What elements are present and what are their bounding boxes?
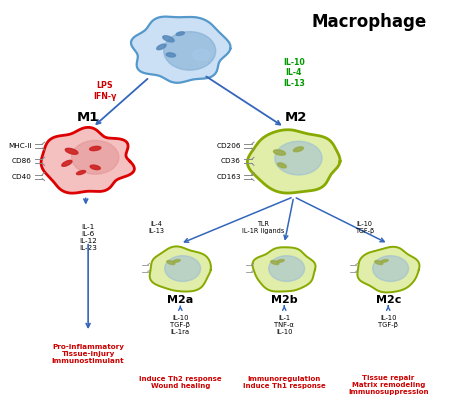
Ellipse shape	[163, 36, 174, 42]
Text: Macrophage: Macrophage	[312, 13, 427, 31]
Ellipse shape	[373, 256, 409, 281]
Text: M1: M1	[77, 111, 100, 125]
Ellipse shape	[167, 261, 175, 264]
Ellipse shape	[269, 256, 305, 281]
Text: IL-4
IL-13: IL-4 IL-13	[149, 221, 164, 234]
Ellipse shape	[65, 148, 78, 154]
Text: M2b: M2b	[271, 295, 298, 305]
Text: IL-10
TGF-β: IL-10 TGF-β	[355, 221, 374, 234]
Polygon shape	[357, 247, 419, 293]
Text: Induce Th2 response
Wound healing: Induce Th2 response Wound healing	[139, 376, 222, 389]
Ellipse shape	[293, 147, 303, 152]
Ellipse shape	[277, 260, 284, 262]
Text: LPS
IFN-γ: LPS IFN-γ	[93, 81, 116, 101]
Ellipse shape	[277, 163, 286, 168]
Ellipse shape	[381, 260, 388, 262]
Text: Tissue repair
Matrix remodeling
Immunosuppression: Tissue repair Matrix remodeling Immunosu…	[348, 375, 428, 395]
Text: IL-10
IL-4
IL-13: IL-10 IL-4 IL-13	[283, 58, 305, 88]
Text: CD36: CD36	[221, 158, 241, 164]
Ellipse shape	[273, 150, 285, 155]
Ellipse shape	[173, 260, 180, 262]
Ellipse shape	[164, 31, 216, 70]
Text: M2: M2	[285, 111, 307, 125]
Text: M2a: M2a	[167, 295, 193, 305]
Text: CD40: CD40	[11, 174, 31, 180]
Ellipse shape	[157, 44, 166, 50]
Ellipse shape	[375, 261, 383, 264]
Ellipse shape	[275, 141, 322, 175]
Text: CD206: CD206	[216, 143, 241, 149]
Text: IL-1
TNF-α
IL-10: IL-1 TNF-α IL-10	[274, 315, 294, 335]
Ellipse shape	[271, 261, 279, 264]
Ellipse shape	[90, 146, 101, 151]
Polygon shape	[131, 17, 230, 83]
Text: Pro-inflammatory
Tissue-injury
Immunostimulant: Pro-inflammatory Tissue-injury Immunosti…	[52, 344, 125, 364]
Text: CD163: CD163	[216, 174, 241, 180]
Ellipse shape	[176, 32, 184, 35]
Ellipse shape	[166, 53, 175, 57]
Ellipse shape	[90, 165, 100, 170]
Polygon shape	[253, 247, 316, 291]
Ellipse shape	[164, 256, 201, 281]
Polygon shape	[247, 130, 340, 193]
Text: TLR
IL-1R ligands: TLR IL-1R ligands	[242, 221, 284, 234]
Text: CD86: CD86	[11, 158, 31, 164]
Ellipse shape	[193, 49, 210, 60]
Text: M2c: M2c	[375, 295, 401, 305]
Text: IL-10
TGF-β
IL-1ra: IL-10 TGF-β IL-1ra	[170, 315, 190, 335]
Text: Immunoregulation
Induce Th1 response: Immunoregulation Induce Th1 response	[243, 376, 326, 389]
Ellipse shape	[62, 160, 72, 166]
Text: MHC-II: MHC-II	[8, 143, 31, 149]
Polygon shape	[150, 246, 211, 291]
Text: IL-1
IL-6
IL-12
IL-23: IL-1 IL-6 IL-12 IL-23	[79, 224, 97, 251]
Ellipse shape	[72, 141, 119, 174]
Ellipse shape	[76, 170, 85, 174]
Polygon shape	[41, 127, 135, 193]
Text: IL-10
TGF-β: IL-10 TGF-β	[378, 315, 398, 328]
